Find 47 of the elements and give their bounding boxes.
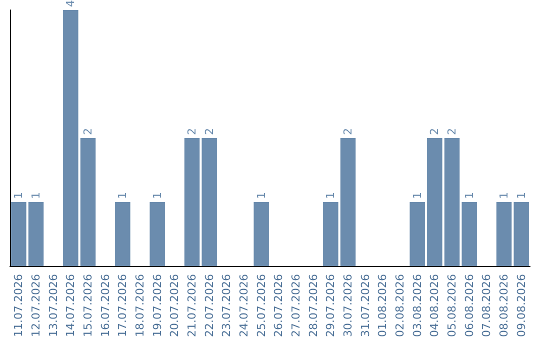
x-tick-label: 26.07.2026	[272, 274, 286, 338]
x-tick-label: 02.08.2026	[394, 274, 406, 338]
x-tick-label: 15.07.2026	[82, 274, 94, 338]
x-tick-label: 30.07.2026	[342, 274, 354, 338]
x-tick-label: 05.08.2026	[446, 274, 458, 338]
data-label: 1	[324, 192, 338, 200]
x-tick-label: 29.07.2026	[324, 274, 338, 338]
data-label: 1	[150, 192, 164, 200]
x-tick-label: 03.08.2026	[410, 274, 424, 338]
data-label: 2	[82, 128, 94, 136]
x-tick-label: 09.08.2026	[514, 274, 528, 338]
data-label: 1	[514, 192, 528, 200]
x-tick-label: 01.08.2026	[376, 274, 390, 338]
x-tick-label: 04.08.2026	[428, 274, 442, 338]
x-tick-label: 31.07.2026	[358, 274, 372, 338]
x-tick-label: 12.07.2026	[30, 274, 42, 338]
x-tick-label: 17.07.2026	[116, 274, 130, 338]
data-label: 1	[410, 192, 424, 200]
x-tick-label: 27.07.2026	[290, 274, 302, 338]
x-tick-label: 18.07.2026	[134, 274, 146, 338]
data-label: 2	[186, 128, 198, 136]
data-label: 1	[254, 192, 268, 200]
x-tick-label: 23.07.2026	[220, 274, 234, 338]
data-label: 2	[428, 128, 442, 136]
x-tick-label: 16.07.2026	[98, 274, 112, 338]
data-label: 2	[202, 128, 216, 136]
x-tick-label: 28.07.2026	[306, 274, 320, 338]
x-tick-label: 25.07.2026	[254, 274, 268, 338]
x-tick-label: 22.07.2026	[202, 274, 216, 338]
data-label: 1	[30, 192, 42, 200]
x-tick-label: 13.07.2026	[46, 274, 60, 338]
x-tick-label: 14.07.2026	[64, 274, 78, 338]
data-label: 2	[446, 128, 458, 136]
data-label: 1	[116, 192, 130, 200]
x-tick-label: 21.07.2026	[186, 274, 198, 338]
data-label: 2	[342, 128, 354, 136]
x-tick-label: 08.08.2026	[498, 274, 510, 338]
x-tick-label: 20.07.2026	[168, 274, 182, 338]
data-label: 4	[64, 0, 78, 7]
data-label: 1	[498, 192, 510, 200]
x-tick-label: 19.07.2026	[150, 274, 164, 338]
x-tick-label: 24.07.2026	[238, 274, 250, 338]
x-tick-label: 07.08.2026	[480, 274, 494, 338]
data-label: 1	[462, 192, 476, 200]
data-label: 1	[12, 192, 26, 200]
x-tick-label: 06.08.2026	[462, 274, 476, 338]
x-tick-label: 11.07.2026	[12, 274, 26, 338]
